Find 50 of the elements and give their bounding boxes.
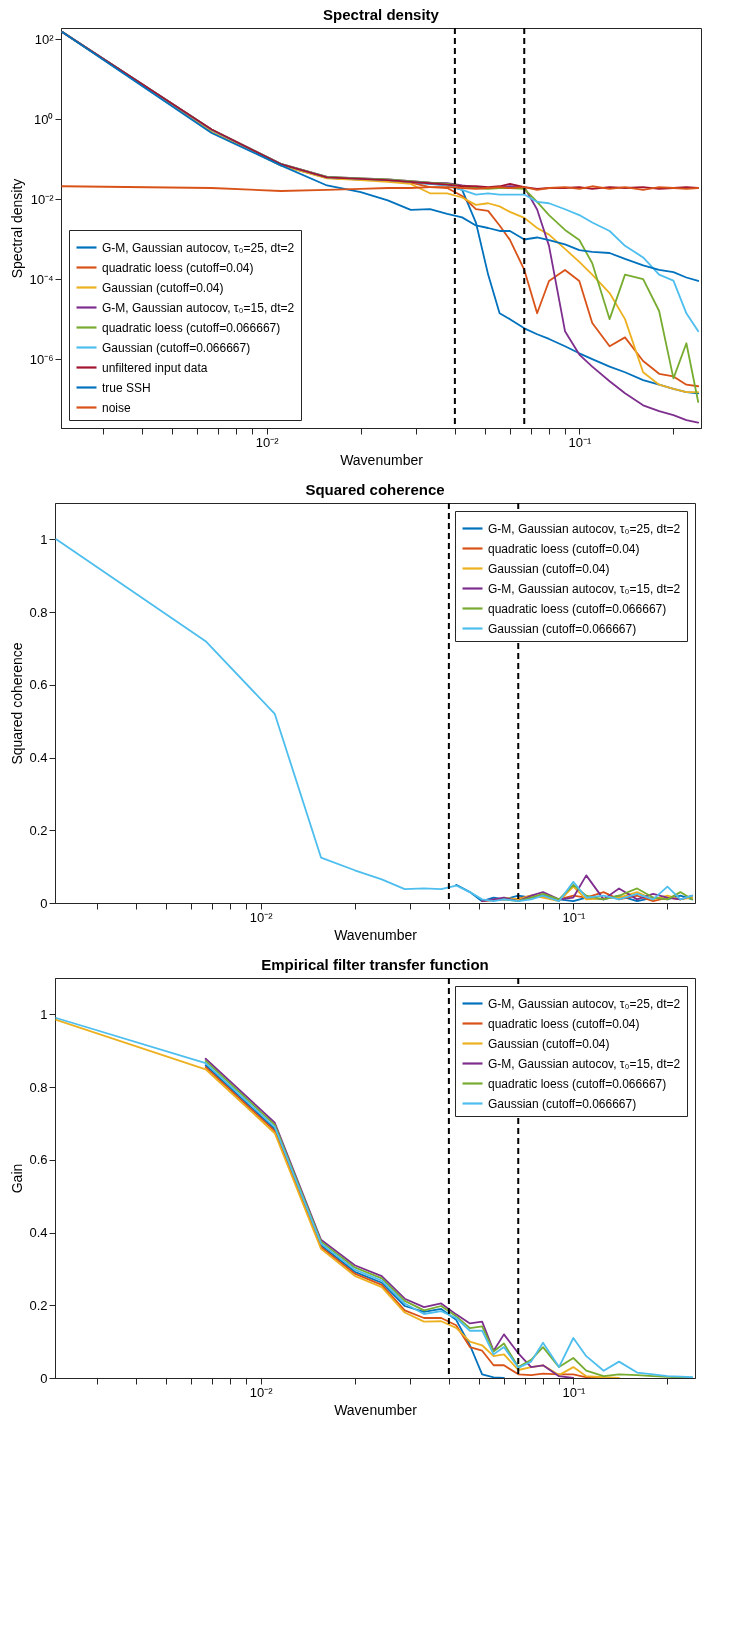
y-tick-label: 10⁻² bbox=[30, 191, 55, 207]
chart-title: Spectral density bbox=[323, 6, 440, 23]
legend-label: G-M, Gaussian autocov, τ₀=25, dt=2 bbox=[488, 996, 681, 1011]
y-axis-title: Spectral density bbox=[9, 178, 26, 279]
y-tick-label: 0 bbox=[40, 895, 48, 911]
legend-label: G-M, Gaussian autocov, τ₀=15, dt=2 bbox=[488, 581, 681, 596]
y-tick-label: 10² bbox=[34, 31, 55, 47]
chart-title: Empirical filter transfer function bbox=[261, 956, 489, 973]
legend-label: quadratic loess (cutoff=0.066667) bbox=[102, 320, 281, 335]
legend-label: unfiltered input data bbox=[102, 360, 208, 375]
y-tick-label: 0.6 bbox=[29, 1152, 48, 1168]
legend-label: quadratic loess (cutoff=0.066667) bbox=[488, 1076, 667, 1091]
legend-label: G-M, Gaussian autocov, τ₀=25, dt=2 bbox=[488, 521, 681, 536]
legend-label: noise bbox=[102, 400, 132, 415]
legend-label: quadratic loess (cutoff=0.04) bbox=[488, 1016, 640, 1031]
y-tick-label: 0.2 bbox=[29, 822, 48, 838]
chart-title: Squared coherence bbox=[305, 481, 445, 498]
x-axis-title: Wavenumber bbox=[340, 451, 424, 468]
legend-label: quadratic loess (cutoff=0.066667) bbox=[488, 601, 667, 616]
y-tick-label: 0.4 bbox=[29, 750, 48, 766]
x-tick-label: 10⁻¹ bbox=[562, 909, 586, 925]
x-axis-title: Wavenumber bbox=[334, 926, 418, 943]
legend-label: Gaussian (cutoff=0.04) bbox=[102, 280, 224, 295]
legend-label: quadratic loess (cutoff=0.04) bbox=[102, 260, 254, 275]
y-tick-label: 10⁰ bbox=[34, 111, 54, 127]
y-tick-label: 0.4 bbox=[29, 1225, 48, 1241]
y-tick-label: 0.2 bbox=[29, 1297, 48, 1313]
y-axis-title: Gain bbox=[9, 1163, 26, 1194]
legend-label: Gaussian (cutoff=0.04) bbox=[488, 1036, 610, 1051]
y-tick-label: 0.6 bbox=[29, 677, 48, 693]
legend-label: G-M, Gaussian autocov, τ₀=15, dt=2 bbox=[102, 300, 295, 315]
x-axis-title: Wavenumber bbox=[334, 1401, 418, 1418]
x-tick-label: 10⁻¹ bbox=[562, 1384, 586, 1400]
legend-label: true SSH bbox=[102, 380, 151, 395]
y-axis-title: Squared coherence bbox=[9, 642, 26, 765]
y-tick-label: 1 bbox=[40, 1006, 48, 1022]
legend-label: G-M, Gaussian autocov, τ₀=15, dt=2 bbox=[488, 1056, 681, 1071]
legend-label: Gaussian (cutoff=0.066667) bbox=[488, 1096, 637, 1111]
legend-label: quadratic loess (cutoff=0.04) bbox=[488, 541, 640, 556]
legend-label: Gaussian (cutoff=0.066667) bbox=[488, 621, 637, 636]
y-tick-label: 0.8 bbox=[29, 1079, 48, 1095]
legend-label: G-M, Gaussian autocov, τ₀=25, dt=2 bbox=[102, 240, 295, 255]
legend-label: Gaussian (cutoff=0.04) bbox=[488, 561, 610, 576]
legend-label: Gaussian (cutoff=0.066667) bbox=[102, 340, 251, 355]
y-tick-label: 0.8 bbox=[29, 604, 48, 620]
y-tick-label: 0 bbox=[40, 1370, 48, 1386]
x-tick-label: 10⁻¹ bbox=[568, 434, 592, 450]
y-tick-label: 1 bbox=[40, 531, 48, 547]
y-tick-label: 10⁻⁴ bbox=[29, 271, 54, 287]
y-tick-label: 10⁻⁶ bbox=[29, 351, 54, 367]
